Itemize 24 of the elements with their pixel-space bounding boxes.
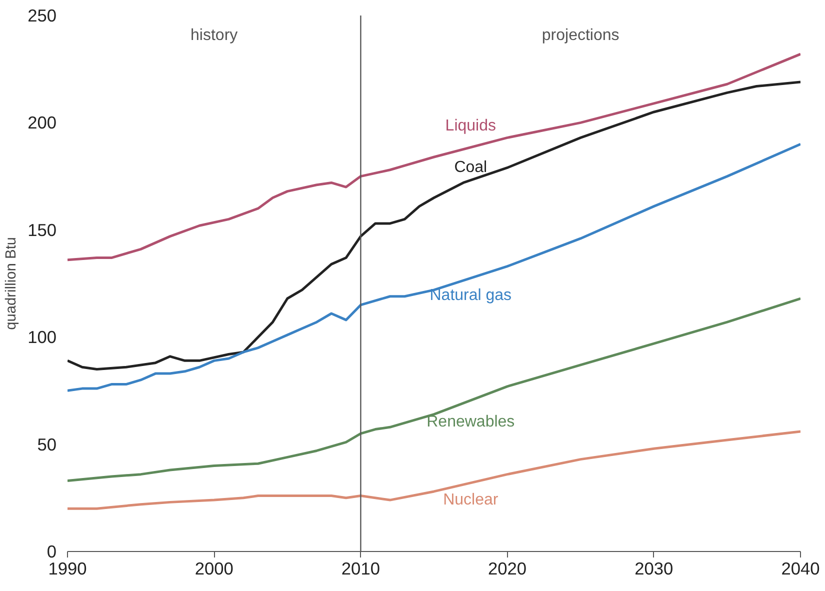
- x-tick-label: 1990: [48, 558, 87, 578]
- y-tick-label: 50: [37, 434, 57, 454]
- annotation: projections: [542, 27, 620, 44]
- series-label: Nuclear: [443, 492, 499, 509]
- annotation: history: [190, 27, 238, 44]
- line-series: [68, 80, 800, 371]
- y-tick-label: 0: [46, 542, 57, 562]
- line-series: [68, 142, 800, 392]
- series-label: Natural gas: [430, 286, 512, 304]
- series-label: Renewables: [426, 413, 515, 430]
- x-tick-label: 2030: [634, 558, 674, 578]
- y-tick-label: 150: [28, 220, 57, 240]
- y-tick-label: 250: [28, 6, 57, 26]
- series-label: Liquids: [445, 117, 496, 134]
- line-series: [68, 430, 800, 510]
- line-series: [68, 52, 800, 262]
- series-label: Coal: [454, 158, 488, 176]
- y-tick-label: 100: [28, 327, 57, 348]
- x-tick-label: 2000: [194, 558, 234, 578]
- x-tick-label: 2040: [781, 558, 820, 578]
- x-tick-label: 2010: [341, 558, 380, 578]
- y-tick-label: 200: [28, 112, 57, 133]
- y-axis-title: quadrillion Btu: [4, 237, 20, 330]
- x-tick-label: 2020: [488, 558, 527, 578]
